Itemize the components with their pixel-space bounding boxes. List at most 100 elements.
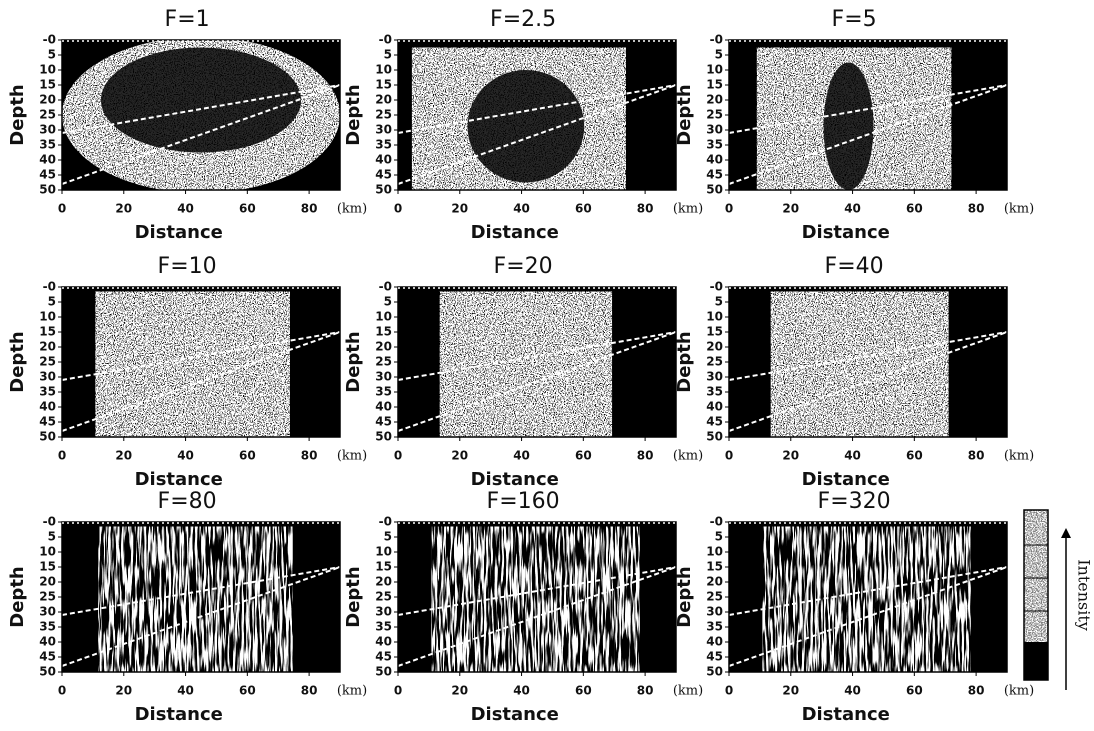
dashed-reflector bbox=[61, 566, 341, 667]
y-tick-label: 15 bbox=[375, 325, 392, 339]
image-bright bbox=[762, 526, 971, 672]
y-tick-label: 50 bbox=[706, 183, 723, 197]
panel-title: F=160 bbox=[487, 489, 560, 514]
panel-title: F=320 bbox=[818, 489, 891, 514]
x-tick-label: 0 bbox=[394, 202, 402, 216]
x-axis-label: Distance bbox=[802, 222, 890, 243]
arrow-head bbox=[1061, 528, 1071, 538]
x-unit: (km) bbox=[1004, 202, 1034, 217]
y-tick-label: -0 bbox=[43, 515, 56, 529]
dashed-reflector bbox=[61, 84, 341, 185]
x-axis-label: Distance bbox=[802, 469, 890, 490]
bright-region bbox=[439, 291, 613, 437]
x-tick-label: 40 bbox=[844, 449, 861, 463]
y-tick-label: 20 bbox=[375, 93, 392, 107]
y-tick-label: 15 bbox=[706, 560, 723, 574]
y-tick-label: 30 bbox=[39, 370, 56, 384]
y-tick-label: 15 bbox=[39, 325, 56, 339]
y-tick-label: 50 bbox=[375, 665, 392, 679]
x-axis-label: Distance bbox=[135, 222, 223, 243]
x-tick-label: 80 bbox=[968, 684, 985, 698]
y-tick-label: 50 bbox=[375, 430, 392, 444]
y-tick-label: 40 bbox=[375, 635, 392, 649]
y-tick-label: 35 bbox=[375, 138, 392, 152]
x-tick-label: 40 bbox=[177, 449, 194, 463]
y-tick-label: 50 bbox=[706, 665, 723, 679]
x-unit: (km) bbox=[1004, 449, 1034, 464]
y-tick-label: 10 bbox=[706, 545, 723, 559]
y-tick-label: 5 bbox=[384, 530, 392, 544]
y-tick-label: 30 bbox=[39, 605, 56, 619]
dashed-reflector bbox=[397, 331, 677, 381]
panel-title: F=1 bbox=[165, 7, 210, 32]
panel-title: F=40 bbox=[825, 254, 884, 279]
x-tick-label: 60 bbox=[906, 449, 923, 463]
dashed-reflector bbox=[397, 84, 677, 185]
x-tick-label: 60 bbox=[239, 449, 256, 463]
y-tick-label: 35 bbox=[706, 620, 723, 634]
x-tick-label: 0 bbox=[394, 449, 402, 463]
y-tick-label: 30 bbox=[706, 605, 723, 619]
x-unit: (km) bbox=[337, 202, 367, 217]
x-tick-label: 0 bbox=[58, 202, 66, 216]
x-tick-label: 0 bbox=[725, 684, 733, 698]
x-unit: (km) bbox=[337, 449, 367, 464]
panel-title: F=2.5 bbox=[490, 7, 556, 32]
y-tick-label: 35 bbox=[39, 620, 56, 634]
colorbar-label: Intensity bbox=[1075, 559, 1094, 631]
y-tick-label: 20 bbox=[706, 575, 723, 589]
y-tick-label: 45 bbox=[706, 650, 723, 664]
bright-region bbox=[431, 526, 640, 672]
y-tick-label: 30 bbox=[706, 370, 723, 384]
y-tick-label: 40 bbox=[39, 635, 56, 649]
y-tick-label: 15 bbox=[39, 78, 56, 92]
panel: F=2.5DistanceDepth-051015202530354045500… bbox=[343, 7, 703, 243]
y-tick-label: 10 bbox=[375, 310, 392, 324]
x-tick-label: 20 bbox=[451, 202, 468, 216]
dashed-reflector bbox=[397, 84, 677, 134]
x-tick-label: 80 bbox=[637, 449, 654, 463]
bright-region bbox=[95, 291, 290, 437]
x-axis-label: Distance bbox=[471, 469, 559, 490]
y-tick-label: 25 bbox=[375, 590, 392, 604]
dashed-reflector bbox=[728, 566, 1008, 616]
dark-region bbox=[467, 70, 585, 183]
y-tick-label: 25 bbox=[39, 355, 56, 369]
x-tick-label: 60 bbox=[239, 684, 256, 698]
y-tick-label: 35 bbox=[39, 138, 56, 152]
y-axis-label: Depth bbox=[7, 331, 28, 392]
x-tick-label: 20 bbox=[782, 202, 799, 216]
x-axis-label: Distance bbox=[471, 222, 559, 243]
dashed-reflector bbox=[397, 566, 677, 667]
y-tick-label: 20 bbox=[375, 340, 392, 354]
x-unit: (km) bbox=[1004, 684, 1034, 699]
x-axis-label: Distance bbox=[802, 704, 890, 725]
dashed-reflector bbox=[61, 84, 341, 134]
y-tick-label: 15 bbox=[706, 325, 723, 339]
y-tick-label: 15 bbox=[375, 78, 392, 92]
x-tick-label: 80 bbox=[968, 449, 985, 463]
panel-title: F=10 bbox=[158, 254, 217, 279]
y-tick-label: 45 bbox=[39, 168, 56, 182]
colorbar-dark bbox=[1024, 642, 1048, 680]
x-unit: (km) bbox=[337, 684, 367, 699]
y-tick-label: -0 bbox=[379, 280, 392, 294]
y-tick-label: 15 bbox=[375, 560, 392, 574]
dashed-reflector bbox=[728, 84, 1008, 134]
x-tick-label: 60 bbox=[575, 684, 592, 698]
y-tick-label: 25 bbox=[39, 108, 56, 122]
x-tick-label: 60 bbox=[906, 202, 923, 216]
y-axis-label: Depth bbox=[7, 566, 28, 627]
x-tick-label: 80 bbox=[968, 202, 985, 216]
y-tick-label: 15 bbox=[39, 560, 56, 574]
image-bright bbox=[98, 526, 293, 672]
y-tick-label: 20 bbox=[39, 340, 56, 354]
x-tick-label: 60 bbox=[575, 202, 592, 216]
y-tick-label: 20 bbox=[375, 575, 392, 589]
image-bright bbox=[95, 291, 290, 437]
bright-region bbox=[762, 526, 971, 672]
y-tick-label: 5 bbox=[384, 295, 392, 309]
